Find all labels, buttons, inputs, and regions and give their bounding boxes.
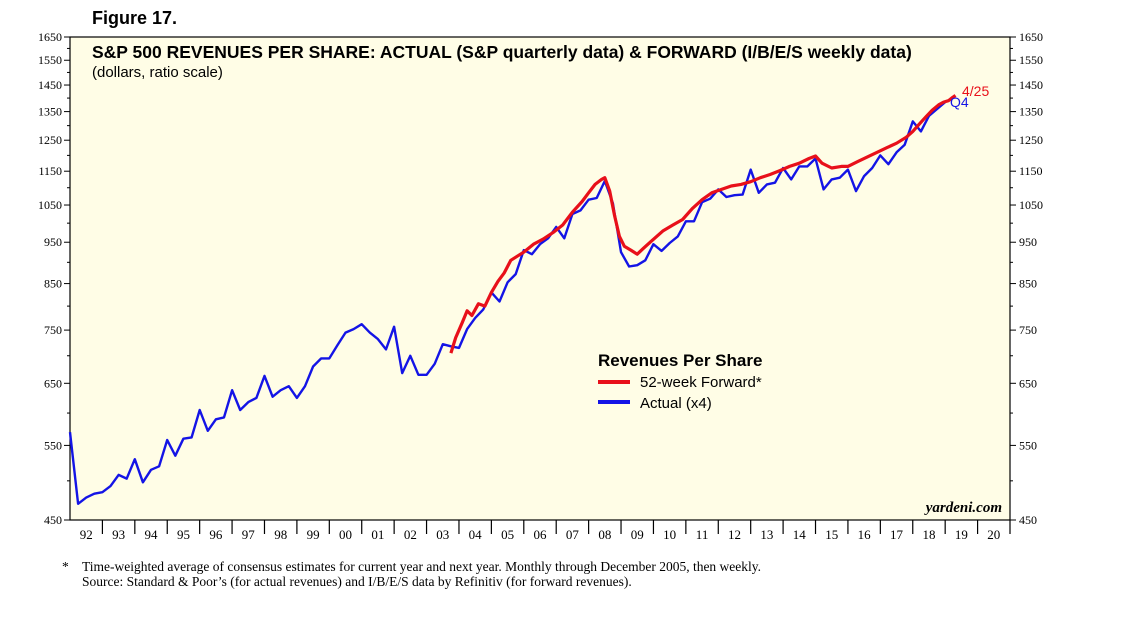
series-layer — [68, 94, 957, 505]
x-tick-label: 20 — [987, 527, 1000, 542]
y-tick-label-left: 1050 — [38, 198, 62, 212]
x-axis: 92 93 94 95 96 97 98 99 00 01 02 03 04 05 06 07 08 09 10 11… — [80, 520, 1011, 542]
series-line-forward — [449, 94, 957, 354]
y-tick-label-left: 550 — [44, 438, 62, 452]
y-tick-label-left: 850 — [44, 277, 62, 291]
y-tick-label-right: 1350 — [1019, 105, 1043, 119]
x-tick-label: 11 — [696, 527, 709, 542]
y-tick-label-left: 1650 — [38, 30, 62, 44]
legend-label-forward: 52-week Forward* — [640, 374, 762, 391]
chart-subtitle: (dollars, ratio scale) — [92, 64, 223, 81]
x-tick-label: 18 — [922, 527, 935, 542]
y-tick-label-left: 1450 — [38, 78, 62, 92]
y-tick-label-left: 1150 — [38, 164, 62, 178]
y-tick-label-left: 1550 — [38, 53, 62, 67]
footnote-mark: * — [62, 559, 69, 574]
footnote-line-2: Source: Standard & Poor’s (for actual re… — [82, 574, 632, 589]
x-tick-label: 13 — [760, 527, 773, 542]
x-tick-label: 08 — [598, 527, 611, 542]
x-tick-label: 12 — [728, 527, 741, 542]
y-tick-label-right: 1050 — [1019, 198, 1043, 212]
footnote-line-1: Time-weighted average of consensus estim… — [82, 559, 762, 574]
x-tick-label: 15 — [825, 527, 838, 542]
x-tick-label: 02 — [404, 527, 417, 542]
chart-title: S&P 500 REVENUES PER SHARE: ACTUAL (S&P … — [92, 42, 912, 62]
y-tick-label-right: 850 — [1019, 277, 1037, 291]
footnotes: * Time-weighted average of consensus esti… — [62, 559, 761, 589]
x-tick-label: 00 — [339, 527, 352, 542]
y-tick-label-left: 950 — [44, 235, 62, 249]
x-tick-label: 98 — [274, 527, 287, 542]
x-tick-label: 17 — [890, 527, 904, 542]
y-axis-right: 450 550 650 750 850 950 1050 1150 1250 1350 1450 15… — [1010, 30, 1043, 527]
legend: Revenues Per Share 52-week Forward* Actu… — [598, 351, 762, 412]
y-tick-label-right: 950 — [1019, 235, 1037, 249]
annotation-forward-date: 4/25 — [962, 83, 989, 99]
y-tick-label-right: 1450 — [1019, 78, 1043, 92]
x-tick-label: 94 — [145, 527, 159, 542]
y-tick-label-right: 1150 — [1019, 164, 1043, 178]
y-tick-label-left: 750 — [44, 323, 62, 337]
y-tick-label-right: 450 — [1019, 513, 1037, 527]
x-tick-label: 03 — [436, 527, 449, 542]
legend-title: Revenues Per Share — [598, 351, 762, 370]
x-tick-label: 19 — [955, 527, 968, 542]
x-tick-label: 06 — [534, 527, 548, 542]
x-tick-label: 04 — [469, 527, 483, 542]
annotation-actual-quarter: Q4 — [950, 94, 969, 110]
x-tick-label: 16 — [858, 527, 872, 542]
x-tick-label: 96 — [209, 527, 223, 542]
y-tick-label-left: 1250 — [38, 133, 62, 147]
x-tick-label: 05 — [501, 527, 514, 542]
y-axis-left: 450 550 650 750 850 950 1050 1150 1250 1350 1450 15… — [38, 30, 70, 527]
y-tick-label-right: 650 — [1019, 376, 1037, 390]
x-tick-label: 99 — [307, 527, 320, 542]
credit-text: yardeni.com — [924, 500, 1002, 516]
y-tick-label-right: 750 — [1019, 323, 1037, 337]
legend-label-actual: Actual (x4) — [640, 395, 712, 412]
x-tick-label: 14 — [793, 527, 807, 542]
figure-label: Figure 17. — [92, 8, 178, 28]
y-tick-label-left: 450 — [44, 513, 62, 527]
x-tick-label: 95 — [177, 527, 190, 542]
y-tick-label-right: 1650 — [1019, 30, 1043, 44]
x-tick-label: 07 — [566, 527, 580, 542]
x-tick-label: 10 — [663, 527, 676, 542]
chart: 450 550 650 750 850 950 1050 1150 1250 1350 1450 15… — [38, 30, 1043, 542]
y-tick-label-right: 550 — [1019, 438, 1037, 452]
y-tick-label-left: 1350 — [38, 105, 62, 119]
series-line-actual — [68, 101, 946, 505]
y-tick-label-right: 1550 — [1019, 53, 1043, 67]
x-tick-label: 97 — [242, 527, 256, 542]
x-tick-label: 09 — [631, 527, 644, 542]
y-tick-label-right: 1250 — [1019, 133, 1043, 147]
x-tick-label: 01 — [371, 527, 384, 542]
plot-area — [69, 36, 1011, 521]
y-tick-label-left: 650 — [44, 376, 62, 390]
x-tick-label: 92 — [80, 527, 93, 542]
x-tick-label: 93 — [112, 527, 125, 542]
